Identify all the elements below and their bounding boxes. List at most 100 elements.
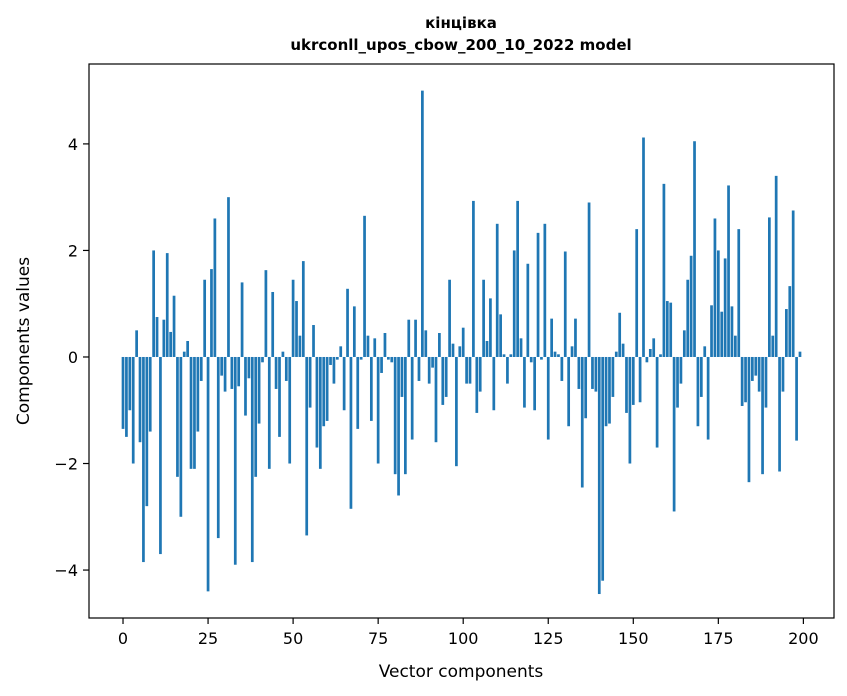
bar-97 — [451, 343, 455, 357]
chart-title: кінцівка — [425, 14, 497, 32]
bar-112 — [502, 354, 506, 357]
bar-188 — [761, 356, 764, 475]
bar-60 — [325, 356, 329, 421]
bar-156 — [652, 338, 656, 357]
bar-89 — [424, 330, 428, 357]
bar-187 — [757, 356, 761, 392]
bar-123 — [540, 356, 543, 360]
bar-20 — [189, 356, 193, 469]
x-tick-label: 50 — [283, 629, 303, 648]
bar-140 — [597, 356, 601, 595]
bar-190 — [768, 217, 771, 357]
bar-171 — [703, 346, 707, 357]
bar-25 — [206, 356, 210, 592]
bar-168 — [693, 141, 696, 357]
bar-33 — [233, 356, 237, 565]
bar-27 — [213, 218, 217, 357]
bar-82 — [400, 356, 404, 397]
bar-55 — [308, 356, 312, 408]
bar-199 — [798, 351, 802, 357]
x-tick-label: 150 — [618, 629, 649, 648]
bar-104 — [475, 356, 479, 413]
bar-133 — [574, 318, 577, 357]
bar-141 — [601, 356, 605, 581]
bar-72 — [366, 335, 370, 357]
bar-32 — [230, 356, 234, 389]
bar-103 — [472, 200, 475, 357]
bar-4 — [135, 330, 138, 357]
bar-163 — [676, 356, 679, 408]
bar-138 — [591, 356, 594, 389]
bar-195 — [785, 309, 788, 357]
bar-119 — [526, 263, 530, 357]
bar-126 — [550, 318, 554, 357]
bar-7 — [145, 356, 149, 507]
bar-113 — [506, 356, 509, 384]
bar-49 — [288, 356, 292, 464]
bar-109 — [492, 356, 496, 411]
bar-45 — [274, 356, 278, 389]
bar-139 — [594, 356, 598, 392]
bar-196 — [788, 286, 792, 357]
bar-136 — [584, 356, 588, 419]
bar-125 — [546, 356, 550, 440]
bar-111 — [499, 314, 502, 357]
bar-84 — [407, 319, 411, 357]
bar-99 — [458, 346, 462, 357]
bar-122 — [536, 232, 540, 357]
bar-88 — [421, 90, 424, 357]
y-tick-label: 4 — [68, 135, 78, 154]
bar-142 — [604, 356, 608, 427]
bar-115 — [512, 250, 516, 357]
bar-48 — [284, 356, 288, 381]
bar-38 — [250, 356, 254, 563]
x-tick-label: 25 — [198, 629, 218, 648]
bar-176 — [720, 311, 724, 357]
bar-108 — [489, 298, 492, 357]
bar-175 — [716, 250, 720, 357]
bar-92 — [434, 356, 438, 443]
bar-79 — [390, 356, 394, 363]
y-tick-label: 0 — [68, 348, 78, 367]
bar-16 — [176, 356, 179, 477]
bar-54 — [305, 356, 309, 536]
bar-85 — [410, 356, 414, 440]
bar-63 — [335, 356, 339, 360]
bar-100 — [461, 327, 465, 357]
bar-173 — [710, 305, 713, 357]
bar-10 — [155, 317, 159, 357]
bar-143 — [608, 356, 611, 424]
bar-57 — [315, 356, 319, 448]
bar-106 — [482, 279, 485, 357]
bar-59 — [322, 356, 326, 427]
bar-34 — [237, 356, 241, 387]
bar-39 — [254, 356, 258, 477]
bar-150 — [631, 356, 635, 405]
bar-93 — [438, 333, 441, 357]
bar-165 — [682, 330, 686, 357]
x-axis-label: Vector components — [379, 662, 544, 682]
x-tick-label: 125 — [533, 629, 564, 648]
bar-191 — [771, 335, 775, 357]
bar-12 — [162, 319, 166, 357]
bar-83 — [404, 356, 407, 475]
bar-155 — [648, 348, 652, 357]
bar-184 — [747, 356, 751, 483]
bar-145 — [614, 351, 618, 357]
bar-197 — [791, 210, 795, 357]
bar-11 — [159, 356, 162, 555]
bar-94 — [441, 356, 445, 405]
bar-46 — [278, 356, 281, 437]
bar-180 — [733, 335, 737, 357]
bar-76 — [380, 356, 383, 373]
bar-22 — [196, 356, 200, 432]
bar-73 — [369, 356, 373, 421]
bar-42 — [264, 270, 268, 357]
bar-3 — [131, 356, 135, 464]
bar-53 — [301, 261, 305, 357]
bar-68 — [352, 306, 356, 357]
bar-132 — [570, 346, 574, 357]
bar-9 — [152, 250, 155, 357]
bar-118 — [523, 356, 526, 408]
